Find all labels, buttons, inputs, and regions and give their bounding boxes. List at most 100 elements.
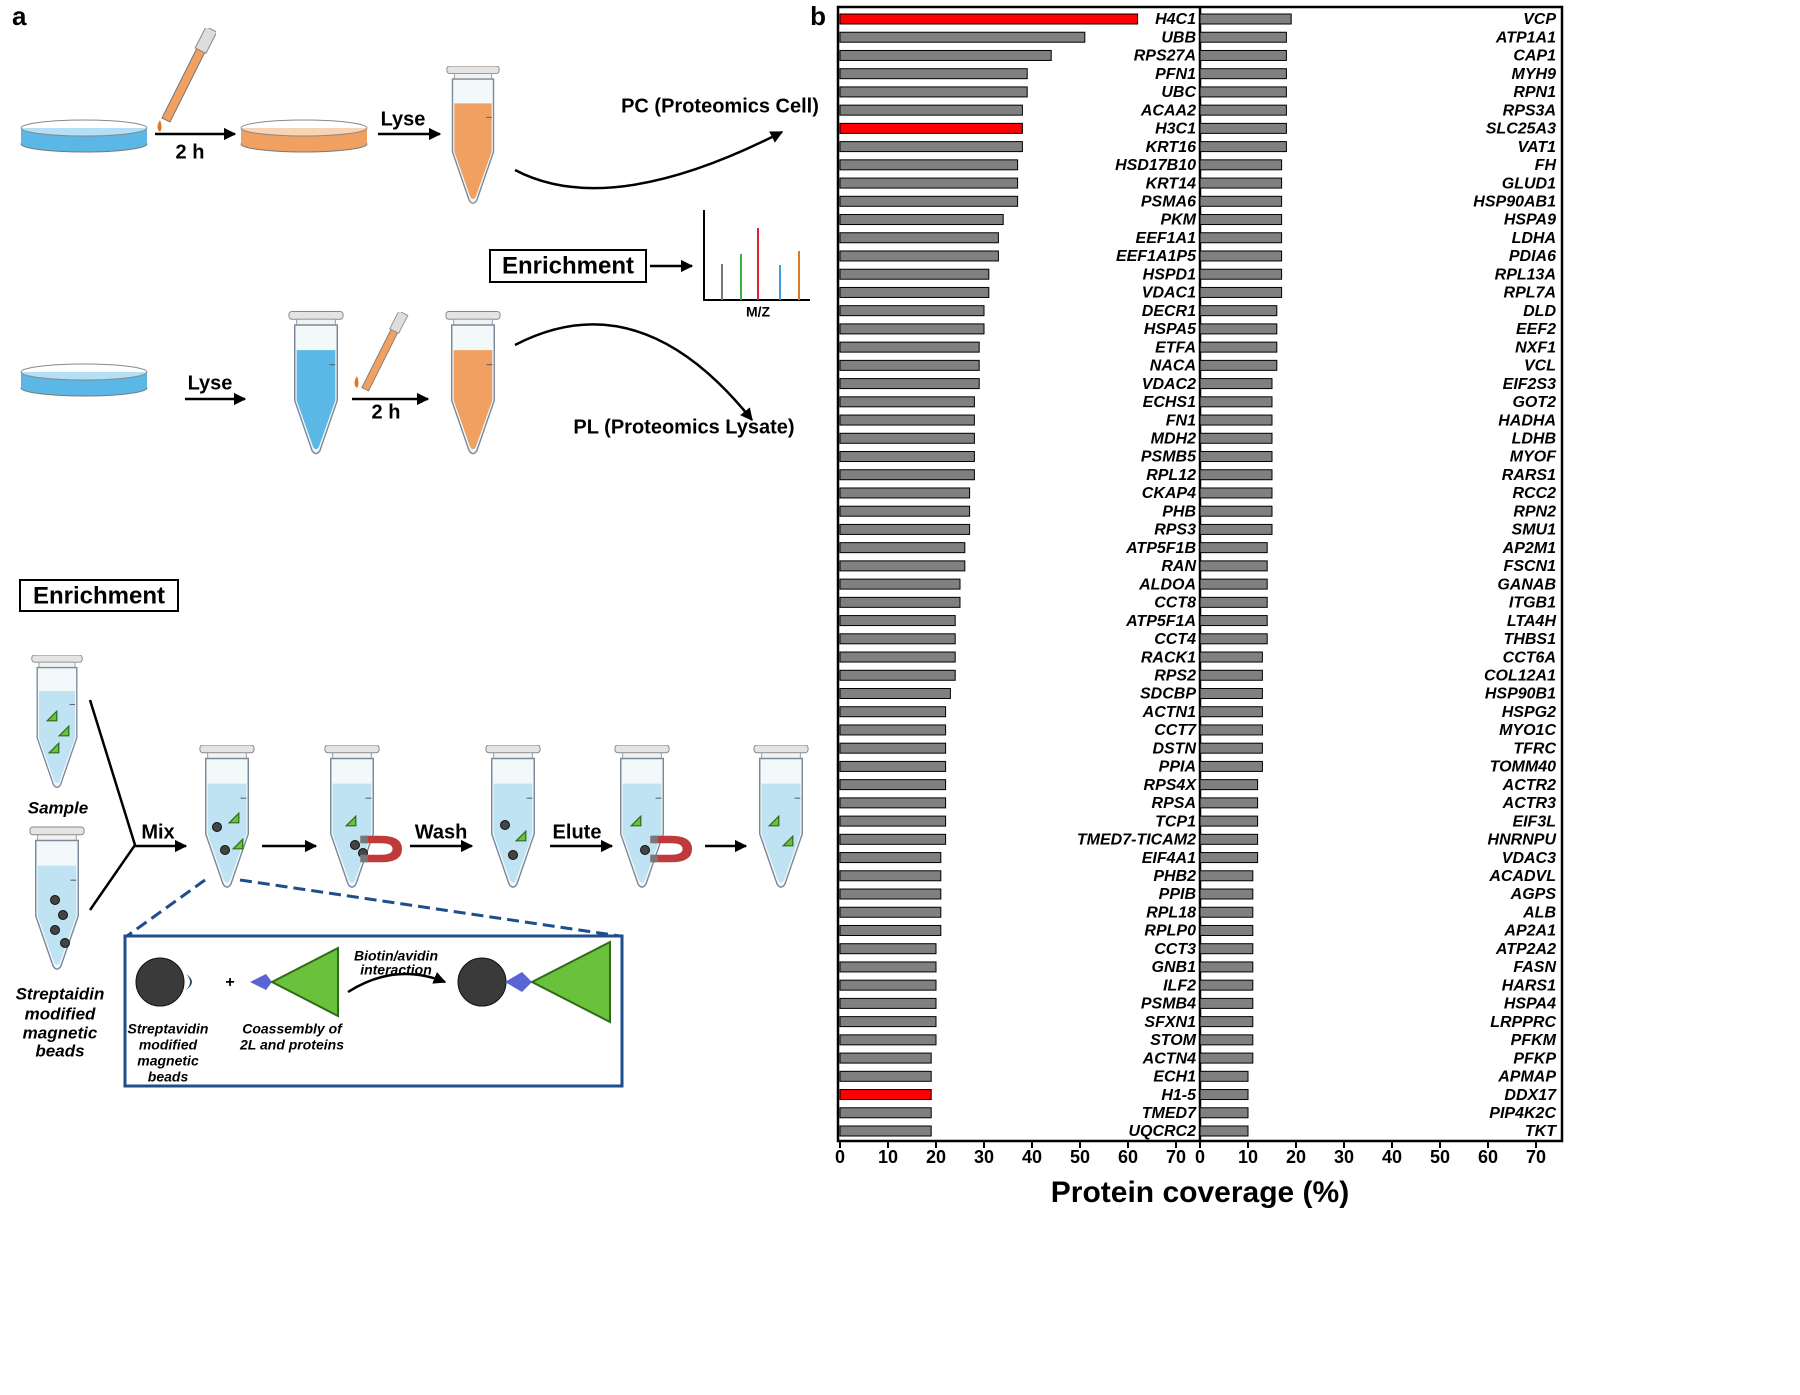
bar [839, 852, 942, 864]
category-label: PHB [1162, 503, 1196, 520]
category-label: PPIA [1159, 759, 1196, 776]
bar [839, 523, 971, 535]
bar [839, 122, 1023, 134]
category-label: SDCBP [1140, 686, 1196, 703]
category-label: HSPG2 [1502, 704, 1556, 721]
category-label: VCP [1523, 11, 1556, 28]
bar [839, 378, 980, 390]
category-label: VAT1 [1517, 139, 1556, 156]
category-label: ATP5F1B [1125, 540, 1196, 557]
category-label: EIF4A1 [1142, 850, 1196, 867]
category-label: SFXN1 [1144, 1014, 1196, 1031]
tube [753, 745, 809, 888]
category-label: HSP90AB1 [1473, 194, 1556, 211]
caption: magnetic [23, 1023, 98, 1042]
bar [1199, 305, 1278, 317]
arrow [347, 972, 447, 994]
bar [1199, 1107, 1249, 1119]
category-label: RPN2 [1513, 503, 1556, 520]
category-label: RPS3A [1503, 102, 1556, 119]
category-label: CCT8 [1154, 595, 1196, 612]
category-label: DLD [1523, 303, 1556, 320]
category-label: LTA4H [1507, 613, 1557, 630]
bar [1199, 451, 1273, 463]
x-tick-label: 60 [1118, 1147, 1138, 1167]
category-label: PIP4K2C [1489, 1105, 1556, 1122]
category-label: ECHS1 [1143, 394, 1196, 411]
category-label: HSD17B10 [1115, 157, 1196, 174]
caption: Streptaidin [16, 984, 105, 1003]
icon [50, 925, 60, 935]
category-label: GOT2 [1512, 394, 1556, 411]
bar [1199, 159, 1283, 171]
category-label: MYOF [1510, 449, 1557, 466]
bar [839, 760, 947, 772]
bar [839, 359, 980, 371]
bar [839, 706, 947, 718]
streptavidin [186, 974, 192, 990]
bar [1199, 49, 1287, 61]
category-label: UQCRC2 [1128, 1123, 1196, 1140]
bar [1199, 870, 1254, 882]
category-label: NACA [1150, 358, 1196, 375]
category-label: RCC2 [1512, 485, 1556, 502]
bar [1199, 378, 1273, 390]
category-label: CCT7 [1154, 722, 1197, 739]
pipette [361, 312, 409, 392]
tube [614, 745, 670, 888]
category-label: RPLP0 [1144, 923, 1196, 940]
bar [1199, 141, 1287, 153]
bar [1199, 906, 1254, 918]
bar [839, 833, 947, 845]
output-label: PC (Proteomics Cell) [621, 95, 819, 117]
category-label: GNB1 [1152, 959, 1197, 976]
bar [1199, 104, 1287, 116]
category-label: ACTN1 [1142, 704, 1196, 721]
bar [1199, 1070, 1249, 1082]
category-label: STOM [1150, 1032, 1197, 1049]
category-label: RPSA [1152, 795, 1196, 812]
step-label: Mix [141, 821, 174, 843]
category-label: FH [1535, 157, 1557, 174]
bar [839, 633, 956, 645]
tube [199, 745, 255, 888]
category-label: HSPA9 [1504, 212, 1556, 229]
bar [1199, 852, 1259, 864]
bar [1199, 724, 1263, 736]
bar [1199, 396, 1273, 408]
category-label: CCT4 [1154, 631, 1196, 648]
bar [1199, 68, 1287, 80]
category-label: RACK1 [1141, 649, 1196, 666]
bar [1199, 1016, 1254, 1028]
bar [1199, 86, 1287, 98]
bar [1199, 687, 1263, 699]
bar [839, 997, 937, 1009]
bar [1199, 487, 1273, 499]
category-label: EEF1A1 [1136, 230, 1197, 247]
bar [1199, 633, 1268, 645]
category-label: NXF1 [1515, 339, 1556, 356]
category-label: RPS27A [1134, 48, 1196, 65]
icon [212, 822, 222, 832]
bar [1199, 760, 1263, 772]
bar [1199, 341, 1278, 353]
bar [1199, 578, 1268, 590]
bar [1199, 997, 1254, 1009]
bar [839, 1070, 932, 1082]
category-label: UBB [1161, 29, 1196, 46]
bar [839, 1052, 932, 1064]
category-label: ACTR3 [1502, 795, 1556, 812]
category-label: RAN [1161, 558, 1196, 575]
category-label: CCT6A [1503, 649, 1556, 666]
category-label: VDAC1 [1142, 285, 1196, 302]
x-tick-label: 30 [1334, 1147, 1354, 1167]
bar [839, 961, 937, 973]
category-label: HADHA [1498, 412, 1556, 429]
triangle [269, 946, 339, 1018]
tube [485, 745, 541, 888]
panel-label: b [810, 1, 826, 31]
category-label: HARS1 [1502, 977, 1556, 994]
category-label: PDIA6 [1509, 248, 1556, 265]
bar [1199, 979, 1254, 991]
bar [1199, 560, 1268, 572]
